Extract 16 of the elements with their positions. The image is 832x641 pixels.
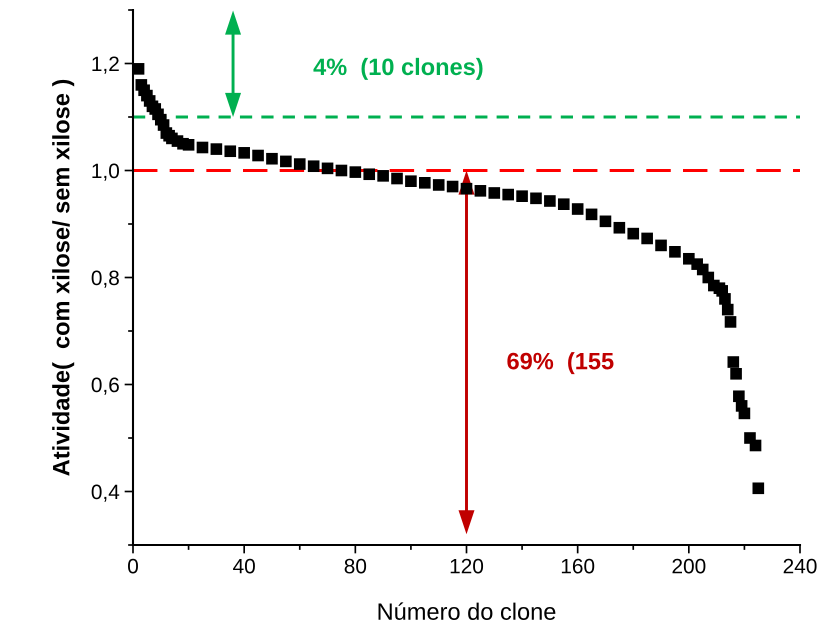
y-tick-label: 1,0 — [92, 164, 119, 181]
x-tick-label: 120 — [450, 558, 484, 574]
y-tick-label: 1,2 — [92, 56, 119, 74]
y-tick-label: 0,6 — [92, 378, 119, 395]
x-axis-title: Número do clone — [378, 602, 556, 620]
x-tick-label: 160 — [562, 558, 594, 574]
annotation: 4% (10 clones) — [313, 58, 483, 80]
y-axis-title: Atividade( com xilose/ sem xilose ) — [52, 80, 74, 476]
x-tick-label: 240 — [784, 558, 817, 574]
x-tick-label: 80 — [344, 558, 366, 574]
y-tick-label: 0,8 — [92, 270, 119, 288]
x-tick-label: 200 — [672, 558, 706, 574]
annotation: 69% (155 — [507, 352, 614, 374]
x-tick-label: 0 — [128, 558, 138, 574]
x-tick-label: 40 — [233, 558, 255, 574]
y-tick-label: 0,4 — [92, 484, 120, 502]
